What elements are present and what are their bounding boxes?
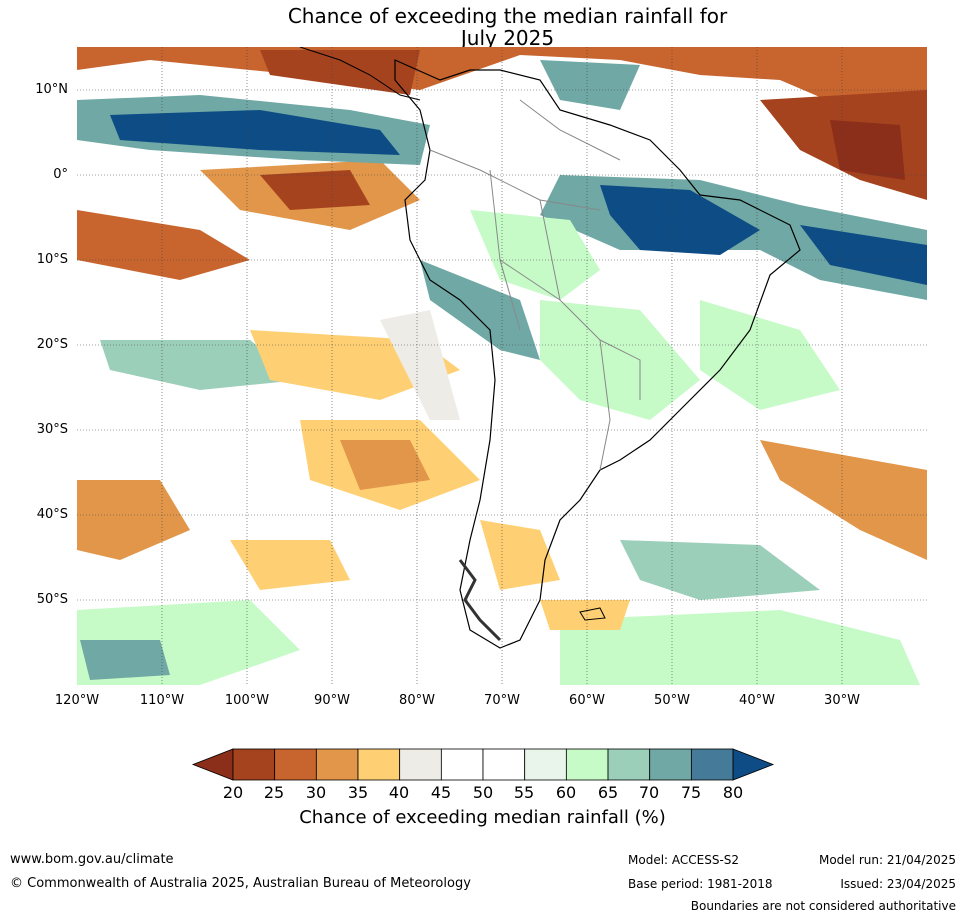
colorbar-swatch	[607, 748, 651, 781]
dry-core	[830, 120, 905, 180]
colorbar-swatch	[315, 748, 359, 781]
footer-copyright: © Commonwealth of Australia 2025, Austra…	[10, 876, 471, 891]
footer-model-run: Model run: 21/04/2025	[818, 853, 956, 867]
colorbar-swatch	[274, 748, 317, 781]
wet-core	[110, 110, 400, 155]
dry-region	[230, 540, 350, 590]
wet-core	[800, 225, 927, 285]
wet-core	[600, 185, 760, 255]
colorbar-swatch	[232, 748, 276, 781]
colorbar-tick: 30	[305, 783, 327, 802]
lat-label: 20°S	[36, 337, 68, 352]
colorbar-swatch	[357, 748, 401, 781]
colorbar-tick: 80	[722, 783, 744, 802]
moist-region	[700, 300, 840, 410]
colorbar-swatch	[649, 748, 692, 781]
wet-region	[420, 260, 540, 360]
colorbar-tick: 65	[597, 783, 619, 802]
footer-website: www.bom.gov.au/climate	[10, 852, 174, 867]
lat-label: 0°	[53, 167, 68, 182]
moist-region	[620, 540, 820, 600]
wet-region	[540, 60, 640, 110]
footer-disclaimer: Boundaries are not considered authoritat…	[690, 899, 956, 913]
colorbar-tick: 35	[347, 783, 369, 802]
lon-label: 120°W	[54, 693, 100, 708]
colorbar-swatch	[690, 748, 734, 781]
map-field	[77, 47, 927, 685]
colorbar-arrow-high	[732, 748, 775, 781]
colorbar-tick: 20	[222, 783, 244, 802]
dry-core	[340, 440, 430, 490]
south-america-coastline	[394, 59, 801, 649]
moist-region	[540, 300, 700, 420]
colorbar-tick: 60	[555, 783, 577, 802]
dry-region	[540, 600, 630, 630]
central-america-coastline	[299, 47, 421, 101]
lon-label: 100°W	[224, 693, 270, 708]
neutral-region	[380, 310, 460, 420]
colorbar-tick: 75	[680, 783, 702, 802]
lat-label: 50°S	[36, 592, 68, 607]
dry-region	[77, 210, 250, 280]
lat-label: 10°S	[36, 252, 68, 267]
footer-base-period: Base period: 1981-2018	[628, 877, 773, 891]
moist-region	[100, 340, 300, 390]
graticule	[77, 47, 927, 685]
dry-region	[480, 520, 560, 590]
falkland-islands	[579, 607, 606, 621]
colorbar-tick: 40	[388, 783, 410, 802]
map-title-line2: July 2025	[460, 26, 555, 50]
footer-issued: Issued: 23/04/2025	[840, 877, 956, 891]
colorbar-swatch	[482, 748, 526, 781]
dry-core	[260, 50, 420, 95]
colorbar-tick: 25	[263, 783, 285, 802]
lon-label: 40°W	[739, 693, 775, 708]
colorbar-tick: 70	[638, 783, 660, 802]
colorbar-swatch	[565, 748, 609, 781]
colorbar-swatch	[524, 748, 567, 781]
lon-label: 30°W	[824, 693, 860, 708]
lat-label: 40°S	[36, 507, 68, 522]
lat-label: 30°S	[36, 422, 68, 437]
moist-region	[470, 210, 600, 300]
colorbar-swatch	[440, 748, 484, 781]
colorbar	[191, 748, 775, 781]
lon-label: 60°W	[569, 693, 605, 708]
wet-region	[80, 640, 170, 680]
colorbar-swatch	[399, 748, 442, 781]
lon-label: 110°W	[139, 693, 185, 708]
dry-region	[760, 440, 927, 560]
lon-label: 90°W	[314, 693, 350, 708]
southern-chile-archipelago	[458, 559, 502, 642]
lon-label: 50°W	[654, 693, 690, 708]
map-title-line1: Chance of exceeding the median rainfall …	[287, 4, 728, 28]
dry-core	[260, 170, 370, 210]
colorbar-arrow-low	[191, 748, 234, 781]
colorbar-title: Chance of exceeding median rainfall (%)	[299, 807, 666, 828]
colorbar-tick: 55	[513, 783, 535, 802]
moist-region	[560, 610, 920, 685]
colorbar-tick: 45	[430, 783, 452, 802]
colorbar-tick: 50	[472, 783, 494, 802]
footer-model: Model: ACCESS-S2	[628, 853, 740, 867]
lon-label: 70°W	[484, 693, 520, 708]
lon-label: 80°W	[399, 693, 435, 708]
lat-label: 10°N	[35, 82, 68, 97]
